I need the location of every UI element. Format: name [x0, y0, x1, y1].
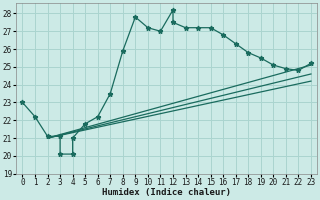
- X-axis label: Humidex (Indice chaleur): Humidex (Indice chaleur): [102, 188, 231, 197]
